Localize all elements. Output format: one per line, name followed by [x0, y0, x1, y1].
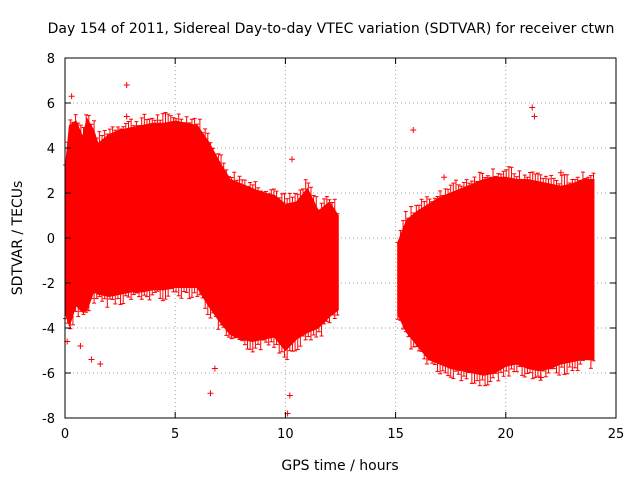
outlier-marker: [410, 127, 417, 133]
y-tick-label: -4: [42, 322, 55, 337]
x-tick-label: 10: [277, 427, 294, 442]
outlier-marker: [97, 361, 104, 367]
outlier-marker: [68, 93, 75, 100]
y-tick-label: 6: [47, 97, 55, 112]
x-tick-label: 20: [498, 427, 515, 442]
outlier-marker: [557, 169, 564, 176]
outlier-marker: [286, 392, 293, 399]
outlier-marker: [529, 104, 536, 111]
data-series: [63, 82, 596, 417]
outlier-marker: [538, 374, 545, 381]
x-tick-label: 0: [61, 427, 69, 442]
y-tick-label: -6: [42, 367, 55, 382]
chart-title: Day 154 of 2011, Sidereal Day-to-day VTE…: [48, 21, 615, 37]
axes: [64, 57, 617, 419]
x-tick-label: 25: [608, 427, 625, 442]
y-tick-label: 8: [47, 52, 55, 67]
outlier-points: [64, 82, 564, 417]
x-axis-label: GPS time / hours: [281, 458, 398, 474]
tick-labels: 0 5 10 15 20 25 -8 -6 -4 -2 0 2 4 6 8: [42, 52, 624, 442]
outlier-marker: [207, 390, 214, 397]
y-tick-label: 0: [47, 232, 55, 247]
y-axis-label: SDTVAR / TECUs: [10, 181, 26, 296]
outlier-marker: [441, 174, 448, 181]
outlier-marker: [211, 365, 218, 372]
y-tick-label: 4: [47, 142, 55, 157]
y-tick-label: 2: [47, 187, 55, 202]
outlier-marker: [289, 156, 296, 163]
x-tick-label: 5: [171, 427, 179, 442]
series-segment-1: [63, 112, 340, 361]
outlier-marker: [531, 113, 538, 120]
outlier-marker: [77, 343, 84, 349]
outlier-marker: [123, 113, 130, 120]
outlier-marker: [123, 82, 130, 88]
y-tick-label: -2: [42, 277, 55, 292]
outlier-marker: [88, 356, 95, 363]
series-segment-2: [395, 166, 596, 387]
y-tick-label: -8: [42, 412, 55, 427]
x-tick-label: 15: [387, 427, 404, 442]
